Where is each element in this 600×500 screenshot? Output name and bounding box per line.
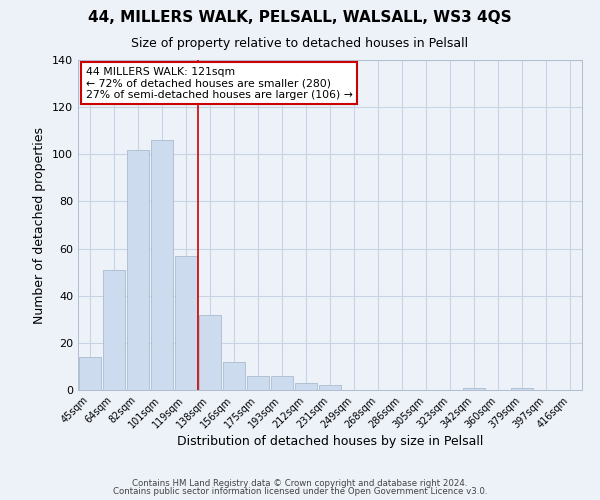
Bar	[127, 150, 149, 390]
Bar	[247, 376, 269, 390]
Bar	[199, 314, 221, 390]
Text: Contains public sector information licensed under the Open Government Licence v3: Contains public sector information licen…	[113, 487, 487, 496]
Text: 44, MILLERS WALK, PELSALL, WALSALL, WS3 4QS: 44, MILLERS WALK, PELSALL, WALSALL, WS3 …	[88, 10, 512, 25]
Bar	[79, 357, 101, 390]
Bar	[295, 383, 317, 390]
Bar	[223, 362, 245, 390]
Bar	[151, 140, 173, 390]
X-axis label: Distribution of detached houses by size in Pelsall: Distribution of detached houses by size …	[177, 436, 483, 448]
Bar	[511, 388, 533, 390]
Y-axis label: Number of detached properties: Number of detached properties	[34, 126, 46, 324]
Text: Contains HM Land Registry data © Crown copyright and database right 2024.: Contains HM Land Registry data © Crown c…	[132, 478, 468, 488]
Bar	[463, 388, 485, 390]
Bar	[103, 270, 125, 390]
Bar	[319, 386, 341, 390]
Bar	[175, 256, 197, 390]
Bar	[271, 376, 293, 390]
Text: Size of property relative to detached houses in Pelsall: Size of property relative to detached ho…	[131, 38, 469, 51]
Text: 44 MILLERS WALK: 121sqm
← 72% of detached houses are smaller (280)
27% of semi-d: 44 MILLERS WALK: 121sqm ← 72% of detache…	[86, 66, 352, 100]
